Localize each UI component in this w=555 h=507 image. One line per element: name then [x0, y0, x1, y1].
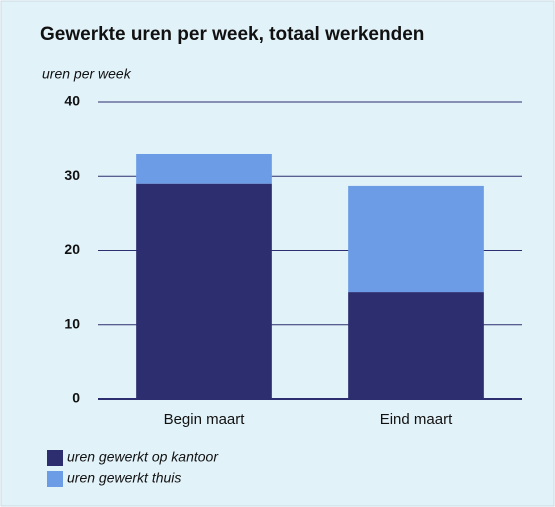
- legend-swatch: [47, 471, 63, 487]
- legend-swatch: [47, 450, 63, 466]
- y-tick-label: 40: [64, 93, 80, 109]
- y-tick-label: 10: [64, 315, 80, 331]
- legend-label: uren gewerkt op kantoor: [67, 449, 219, 465]
- y-tick-label: 0: [72, 390, 80, 406]
- chart-title: Gewerkte uren per week, totaal werkenden: [40, 24, 424, 45]
- y-axis-label: uren per week: [42, 66, 132, 82]
- y-tick-label: 20: [64, 241, 80, 257]
- bar: [136, 183, 272, 399]
- bar: [348, 292, 484, 399]
- x-tick-label: Eind maart: [380, 411, 453, 428]
- bar: [348, 185, 484, 293]
- y-tick-label: 30: [64, 167, 80, 183]
- bar: [136, 153, 272, 184]
- legend-label: uren gewerkt thuis: [67, 470, 181, 486]
- x-tick-label: Begin maart: [164, 411, 246, 428]
